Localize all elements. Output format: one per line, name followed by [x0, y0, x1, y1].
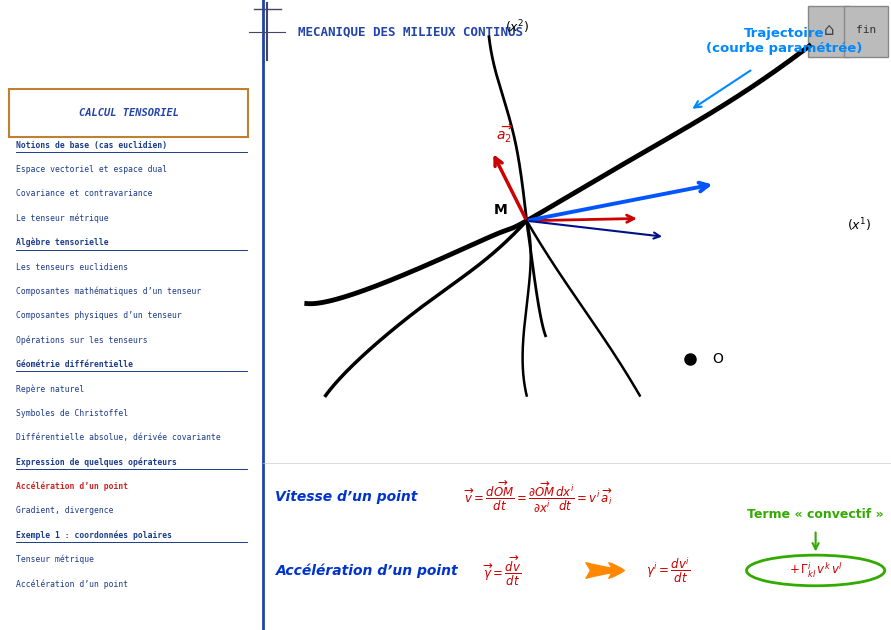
- Text: Les tenseurs euclidiens: Les tenseurs euclidiens: [16, 263, 128, 272]
- Text: Notions de base (cas euclidien): Notions de base (cas euclidien): [16, 140, 167, 150]
- Text: $(x^1)$: $(x^1)$: [847, 216, 872, 234]
- Text: Espace vectoriel et espace dual: Espace vectoriel et espace dual: [16, 165, 167, 174]
- Text: O: O: [712, 352, 723, 366]
- Text: $\gamma^i = \dfrac{dv^i}{dt}$: $\gamma^i = \dfrac{dv^i}{dt}$: [646, 556, 691, 585]
- Text: Opérations sur les tenseurs: Opérations sur les tenseurs: [16, 336, 147, 345]
- Text: Composantes physiques d’un tenseur: Composantes physiques d’un tenseur: [16, 311, 182, 321]
- Text: M: M: [495, 203, 508, 217]
- Text: Exemple 1 : coordonnées polaires: Exemple 1 : coordonnées polaires: [16, 530, 172, 540]
- Text: $\overrightarrow{\gamma} = \dfrac{\overrightarrow{dv}}{dt}$: $\overrightarrow{\gamma} = \dfrac{\overr…: [483, 553, 521, 588]
- Text: Accélération d’un point: Accélération d’un point: [16, 580, 128, 589]
- Text: Tenseur métrique: Tenseur métrique: [16, 555, 94, 564]
- Text: Différentielle absolue, dérivée covariante: Différentielle absolue, dérivée covarian…: [16, 433, 220, 442]
- Text: CALCUL TENSORIEL: CALCUL TENSORIEL: [78, 108, 179, 118]
- Text: $\overrightarrow{a_2}$: $\overrightarrow{a_2}$: [496, 122, 513, 145]
- FancyBboxPatch shape: [9, 88, 249, 137]
- Text: Trajectoire
(courbe paramétrée): Trajectoire (courbe paramétrée): [706, 27, 862, 55]
- Text: Accélération d’un point: Accélération d’un point: [275, 563, 458, 578]
- Text: Le tenseur métrique: Le tenseur métrique: [16, 214, 109, 223]
- Text: Expression de quelques opérateurs: Expression de quelques opérateurs: [16, 457, 176, 467]
- Text: Gradient, divergence: Gradient, divergence: [16, 507, 113, 515]
- Text: ⌂: ⌂: [823, 21, 834, 39]
- Text: $+\,\Gamma^i_{kl}\,v^k\,v^l$: $+\,\Gamma^i_{kl}\,v^k\,v^l$: [789, 561, 843, 580]
- Text: Accélération d’un point: Accélération d’un point: [16, 482, 128, 491]
- Text: fin: fin: [856, 25, 876, 35]
- Text: $\overrightarrow{v} = \dfrac{\overrightarrow{dOM}}{dt}= \dfrac{\overrightarrow{\: $\overrightarrow{v} = \dfrac{\overrighta…: [464, 479, 613, 515]
- Text: Composantes mathématiques d’un tenseur: Composantes mathématiques d’un tenseur: [16, 287, 201, 296]
- Text: Repère naturel: Repère naturel: [16, 384, 84, 394]
- FancyBboxPatch shape: [808, 6, 849, 57]
- Text: MECANIQUE DES MILIEUX CONTINUS: MECANIQUE DES MILIEUX CONTINUS: [298, 25, 524, 38]
- Text: $(x^2)$: $(x^2)$: [505, 18, 529, 36]
- Text: Algèbre tensorielle: Algèbre tensorielle: [16, 238, 109, 248]
- Text: Terme « convectif »: Terme « convectif »: [748, 508, 884, 521]
- Text: Vitesse d’un point: Vitesse d’un point: [275, 490, 418, 505]
- Text: Symboles de Christoffel: Symboles de Christoffel: [16, 409, 128, 418]
- Text: Géométrie différentielle: Géométrie différentielle: [16, 360, 133, 369]
- FancyBboxPatch shape: [844, 6, 888, 57]
- Text: Covariance et contravariance: Covariance et contravariance: [16, 190, 152, 198]
